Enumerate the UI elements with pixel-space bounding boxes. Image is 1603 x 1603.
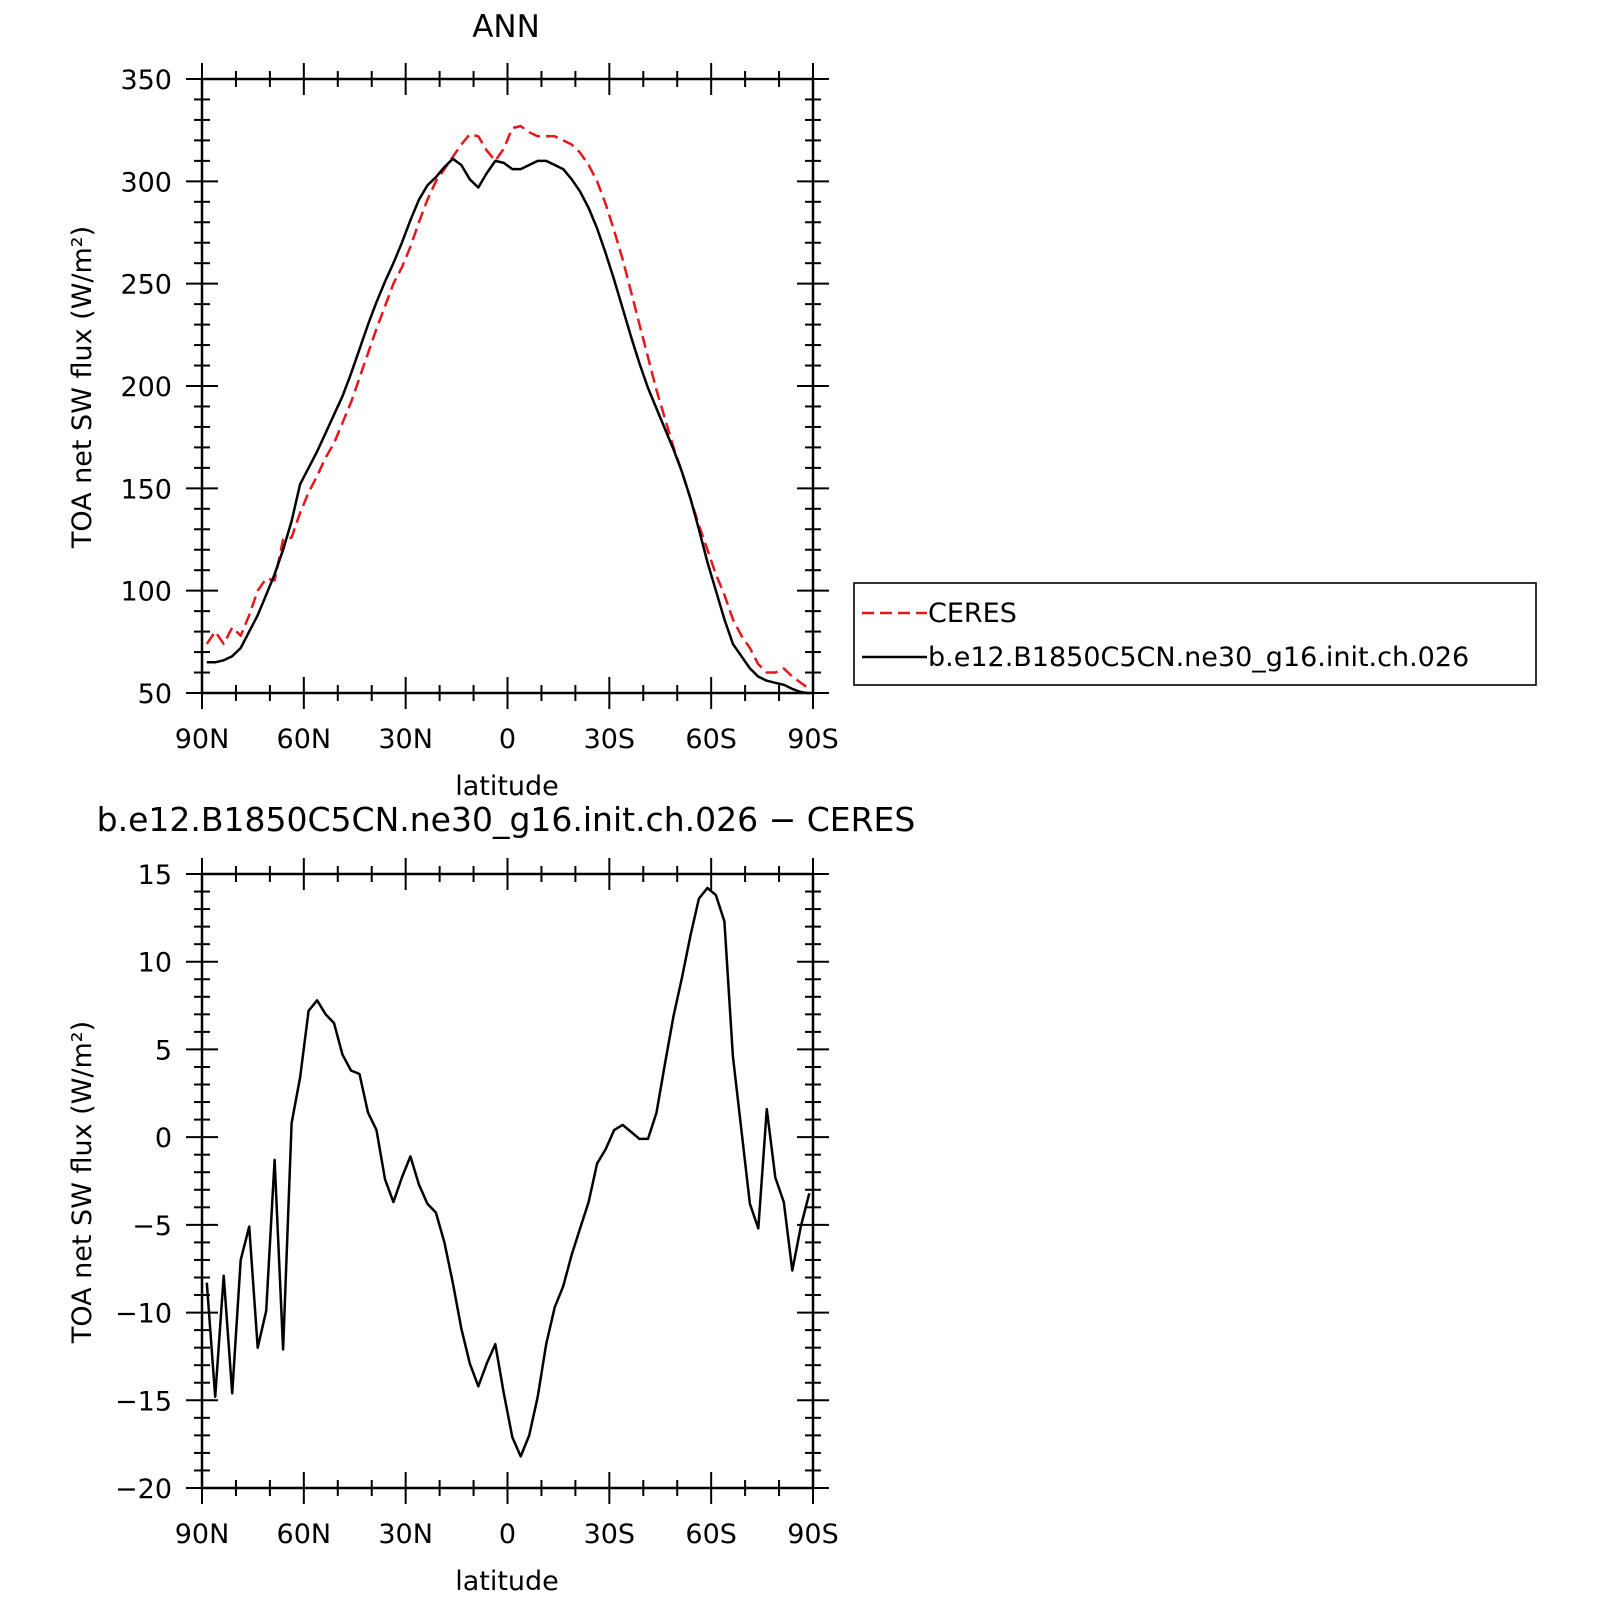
- y-tick-label: 150: [120, 474, 172, 505]
- panel1-ticks: [186, 63, 829, 709]
- panel1-plot-frame: [200, 77, 815, 695]
- panel-difference: b.e12.B1850C5CN.ne30_g16.init.ch.026 − C…: [67, 800, 915, 1597]
- x-tick-label: 30S: [584, 1519, 636, 1550]
- panel2-series: [205, 886, 811, 1458]
- series-line-difference: [205, 886, 811, 1458]
- panel2-y-axis-label: TOA net SW flux (W/m²): [67, 1021, 98, 1344]
- series-line-ceres: [205, 124, 811, 690]
- y-tick-label: 200: [120, 372, 172, 403]
- panel1-y-axis-label: TOA net SW flux (W/m²): [67, 226, 98, 549]
- y-tick-label: 0: [155, 1123, 172, 1154]
- x-tick-label: 30S: [584, 724, 636, 755]
- x-tick-label: 60N: [277, 724, 332, 755]
- y-tick-label: −15: [115, 1386, 172, 1417]
- panel2-x-axis-label: latitude: [455, 1566, 559, 1597]
- panel-annual-mean: ANN 50 100 150 200 250 300 350 90N 60N 30N 0 30S 60…: [67, 9, 839, 802]
- panel1-x-axis-label: latitude: [455, 771, 559, 802]
- y-tick-label: 10: [138, 948, 172, 979]
- x-tick-label: 90S: [787, 1519, 839, 1550]
- x-tick-label: 30N: [378, 1519, 433, 1550]
- panel1-x-tick-labels: 90N 60N 30N 0 30S 60S 90S: [175, 724, 839, 755]
- x-tick-label: 90N: [175, 724, 230, 755]
- panel2-y-tick-labels: −20 −15 −10 −5 0 5 10 15: [115, 860, 172, 1505]
- y-tick-label: −20: [115, 1474, 172, 1505]
- y-tick-label: −10: [115, 1299, 172, 1330]
- y-tick-label: 50: [138, 679, 172, 710]
- legend: CERES b.e12.B1850C5CN.ne30_g16.init.ch.0…: [853, 582, 1537, 686]
- y-tick-label: 250: [120, 270, 172, 301]
- x-tick-label: 30N: [378, 724, 433, 755]
- y-tick-label: −5: [132, 1211, 172, 1242]
- series-line-model: [206, 157, 810, 695]
- legend-label-ceres: CERES: [928, 598, 1017, 629]
- y-tick-label: 5: [155, 1035, 172, 1066]
- panel2-x-tick-labels: 90N 60N 30N 0 30S 60S 90S: [175, 1519, 839, 1550]
- y-tick-label: 100: [120, 577, 172, 608]
- x-tick-label: 90S: [787, 724, 839, 755]
- x-tick-label: 60N: [277, 1519, 332, 1550]
- x-tick-label: 0: [499, 1519, 516, 1550]
- panel2-title: b.e12.B1850C5CN.ne30_g16.init.ch.026 − C…: [97, 800, 916, 839]
- x-tick-label: 60S: [685, 1519, 737, 1550]
- y-tick-label: 350: [120, 65, 172, 96]
- x-tick-label: 90N: [175, 1519, 230, 1550]
- legend-box: [853, 582, 1537, 686]
- panel1-series: [205, 124, 811, 695]
- x-tick-label: 0: [499, 724, 516, 755]
- y-tick-label: 300: [120, 167, 172, 198]
- panel1-y-tick-labels: 50 100 150 200 250 300 350: [120, 65, 172, 710]
- panel1-title: ANN: [472, 9, 540, 45]
- y-tick-label: 15: [138, 860, 172, 891]
- legend-label-model: b.e12.B1850C5CN.ne30_g16.init.ch.026: [928, 642, 1469, 673]
- x-tick-label: 60S: [685, 724, 737, 755]
- panel2-plot-frame: [200, 872, 815, 1490]
